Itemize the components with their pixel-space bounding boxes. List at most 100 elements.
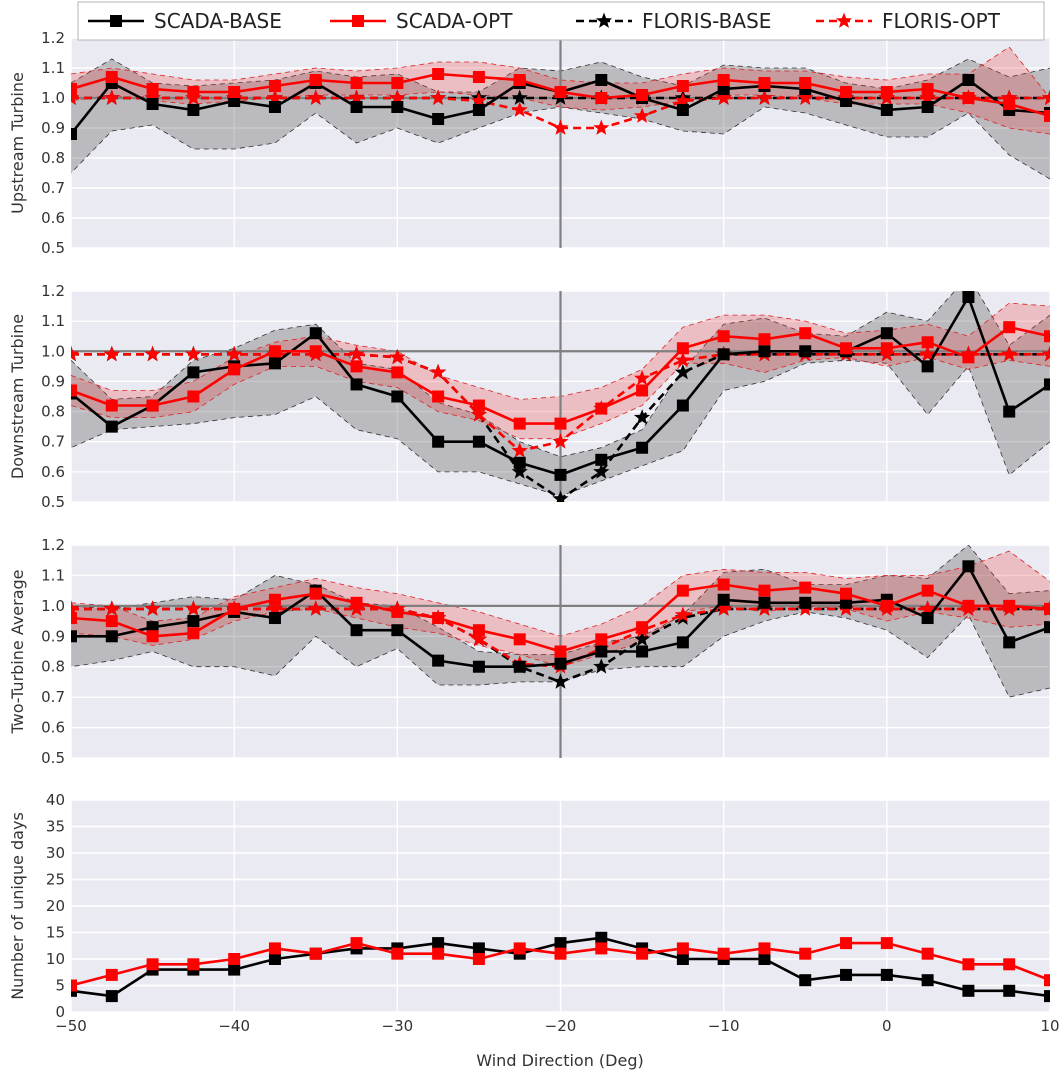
data-point	[391, 947, 404, 960]
data-point	[595, 453, 608, 466]
data-point	[268, 357, 281, 370]
data-point	[187, 366, 200, 379]
data-point	[472, 399, 485, 412]
series-scada-opt	[71, 578, 1050, 658]
data-point	[105, 630, 118, 643]
data-point	[756, 89, 773, 105]
x-tick-label: −40	[218, 1017, 250, 1035]
data-point	[595, 645, 608, 658]
data-point	[717, 947, 730, 960]
data-point	[962, 74, 975, 86]
data-point	[919, 89, 936, 105]
plot-area	[71, 291, 1050, 502]
data-point	[309, 587, 322, 600]
data-point	[391, 101, 404, 113]
data-point	[717, 348, 730, 361]
data-point	[307, 600, 324, 616]
data-point	[105, 71, 118, 83]
data-point	[472, 71, 485, 83]
data-point	[513, 417, 526, 430]
data-point	[71, 384, 77, 397]
data-point	[513, 942, 526, 955]
y-tick-label: 1.2	[41, 282, 65, 300]
y-axis-label: Number of unique days	[8, 812, 27, 1000]
data-point	[717, 74, 730, 86]
data-point	[268, 80, 281, 92]
data-point	[430, 89, 447, 105]
y-tick-label: 0.5	[41, 239, 65, 257]
data-point	[105, 990, 118, 1003]
data-point	[840, 968, 853, 981]
data-point	[309, 327, 322, 340]
data-point	[676, 104, 689, 116]
data-point	[1044, 378, 1050, 391]
data-point	[432, 654, 445, 667]
data-point	[266, 600, 283, 616]
x-tick-label: −10	[708, 1017, 740, 1035]
data-point	[799, 947, 812, 960]
data-point	[595, 402, 608, 415]
data-point	[962, 291, 975, 304]
data-point	[758, 596, 771, 609]
x-axis-label: Wind Direction (Deg)	[476, 1051, 643, 1070]
data-point	[552, 490, 569, 502]
y-tick-label: 0.7	[41, 179, 65, 197]
y-tick-label: 0.7	[41, 688, 65, 706]
data-point	[840, 342, 853, 355]
data-point	[472, 104, 485, 116]
data-point	[513, 660, 526, 673]
data-point	[799, 596, 812, 609]
data-point	[268, 953, 281, 965]
data-point	[634, 409, 651, 425]
data-point	[1003, 321, 1016, 334]
y-tick-label: 0	[55, 1003, 65, 1021]
y-tick-label: 1.1	[41, 312, 65, 330]
legend-label: FLORIS-BASE	[642, 9, 771, 33]
data-point	[880, 104, 893, 116]
data-point	[391, 624, 404, 637]
data-point	[880, 937, 893, 950]
legend-frame	[77, 1, 1045, 41]
legend-marker	[352, 15, 364, 27]
y-tick-label: 10	[46, 950, 65, 968]
y-tick-label: 25	[46, 871, 65, 889]
data-point	[552, 119, 569, 135]
data-point	[266, 89, 283, 105]
data-point	[962, 984, 975, 997]
data-point	[228, 86, 241, 98]
data-point	[799, 77, 812, 89]
data-point	[71, 89, 80, 105]
data-point	[71, 612, 77, 625]
panel-4: 0 5 10 15 20 25 30 35 40 Number of unique days	[8, 791, 1051, 1021]
data-point	[513, 633, 526, 646]
y-tick-label: 1.1	[41, 59, 65, 77]
data-point	[511, 101, 528, 117]
data-point	[146, 399, 159, 412]
data-point	[268, 593, 281, 606]
data-point	[146, 630, 159, 643]
data-point	[593, 119, 610, 135]
data-point	[921, 360, 934, 373]
data-point	[1003, 98, 1016, 110]
data-point	[187, 86, 200, 98]
data-point	[105, 615, 118, 628]
data-point	[432, 612, 445, 625]
data-point	[71, 630, 77, 643]
data-point	[921, 947, 934, 960]
data-point	[840, 86, 853, 98]
data-point	[1001, 345, 1018, 362]
data-point	[1044, 330, 1050, 343]
data-point	[1044, 990, 1050, 1003]
data-point	[71, 979, 77, 992]
data-point	[309, 345, 322, 358]
data-point	[144, 600, 161, 616]
data-point	[962, 599, 975, 612]
data-point	[307, 89, 324, 105]
panel-2: 0.5 0.6 0.7 0.8 0.9 1.0 1.1 1.2 Downstream Turbi…	[8, 282, 1051, 511]
data-point	[1044, 110, 1050, 122]
data-point	[921, 83, 934, 95]
data-point	[1044, 621, 1050, 634]
data-point	[268, 612, 281, 625]
data-point	[636, 645, 649, 658]
data-point	[840, 587, 853, 600]
